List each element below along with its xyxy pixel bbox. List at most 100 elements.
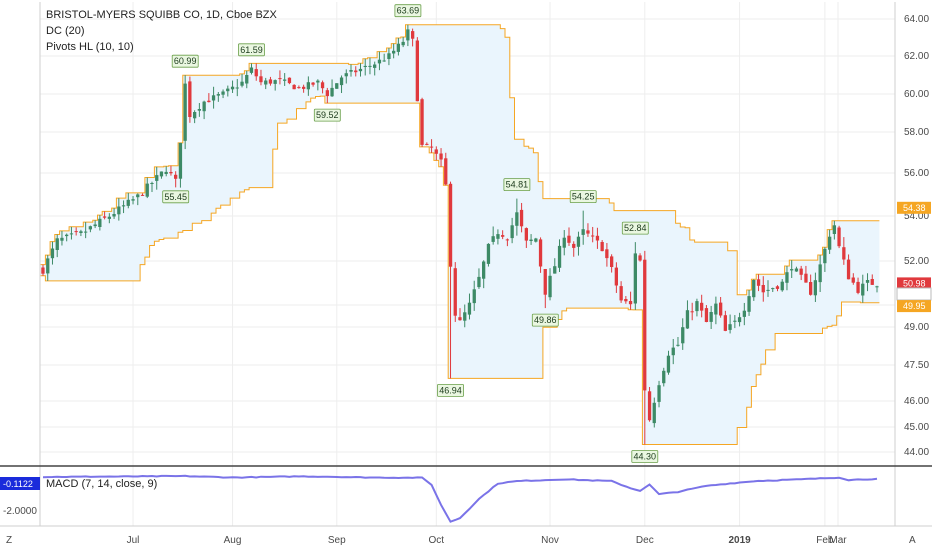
candle-body — [377, 59, 382, 64]
candle-body — [136, 194, 140, 198]
candle-body — [828, 236, 832, 250]
candle-body — [671, 347, 675, 356]
candle-body — [458, 317, 462, 321]
candle-body — [69, 233, 74, 235]
candle-body — [666, 355, 671, 373]
macd-value-badge — [0, 477, 40, 490]
candle-body — [259, 76, 263, 83]
candle-body — [799, 268, 803, 275]
candle-body — [211, 95, 216, 101]
candle-body — [112, 214, 116, 217]
candle-body — [283, 79, 287, 81]
candle-body — [65, 234, 69, 237]
candle-body — [335, 83, 339, 89]
candle-body — [605, 249, 609, 259]
candle-body — [728, 324, 732, 330]
candle-body — [591, 235, 595, 237]
candle-body — [93, 224, 97, 227]
candle-body — [766, 289, 770, 291]
candle-body — [268, 79, 273, 84]
candle-body — [557, 245, 562, 268]
pivot-label: 61.59 — [240, 45, 263, 55]
candle-body — [354, 70, 358, 73]
candle-body — [155, 175, 159, 181]
macd-indicator-label[interactable]: MACD (7, 14, close, 9) — [46, 478, 157, 490]
candle-body — [610, 256, 614, 267]
price-axis[interactable]: 64.0062.0060.0058.0056.0054.0052.0050.00… — [904, 14, 929, 458]
pivot-badge: 61.59 — [238, 43, 265, 57]
price-tick-label: 56.00 — [904, 168, 929, 179]
price-tag-text: 50.98 — [903, 278, 926, 288]
candle-body — [197, 109, 201, 111]
candle-body — [273, 80, 277, 84]
pivot-badge: 49.86 — [531, 313, 559, 327]
candle-body — [742, 310, 746, 317]
candle-body — [41, 267, 45, 274]
candle-body — [624, 299, 628, 302]
candle-body — [429, 146, 434, 148]
candle-body — [415, 40, 419, 102]
pivots-indicator-label[interactable]: Pivots HL (10, 10) — [46, 41, 134, 53]
candle-body — [780, 281, 784, 291]
candle-body — [785, 272, 789, 283]
price-tick-label: 64.00 — [904, 14, 929, 25]
price-tag-text: 49.95 — [903, 301, 926, 311]
candle-body — [50, 248, 55, 259]
candle-body — [126, 199, 130, 206]
candle-body — [396, 43, 400, 52]
pivot-label: 49.86 — [534, 315, 557, 325]
candle-body — [467, 302, 472, 315]
candle-body — [240, 81, 244, 86]
time-tick-label: Jul — [127, 535, 140, 546]
candle-body — [434, 149, 438, 154]
candle-body — [107, 216, 111, 219]
auto-scale-toggle[interactable]: A — [909, 535, 916, 546]
candle-body — [832, 225, 836, 234]
candle-body — [595, 235, 600, 241]
candle-body — [846, 259, 851, 280]
candle-body — [131, 199, 135, 201]
candle-body — [700, 302, 704, 311]
candle-body — [804, 273, 808, 283]
timezone-toggle[interactable]: Z — [6, 535, 12, 546]
candle-body — [102, 216, 107, 218]
candle-body — [306, 82, 310, 90]
candle-body — [505, 239, 509, 241]
candle-body — [553, 266, 557, 274]
price-tick-label: 46.00 — [904, 396, 929, 407]
candle-body — [453, 268, 457, 316]
pivot-badges: 60.99 55.45 61.59 59.52 63.69 46.94 54.81 49.86… — [162, 4, 659, 463]
candle-body — [486, 243, 491, 264]
candle-body — [790, 269, 794, 271]
pivot-label: 60.99 — [174, 56, 197, 66]
candle-body — [709, 312, 713, 322]
candle-body — [510, 225, 514, 239]
candle-body — [704, 308, 709, 322]
candle-body — [363, 65, 367, 67]
candle-body — [524, 228, 528, 241]
dc-indicator-label[interactable]: DC (20) — [46, 25, 85, 37]
price-tag: 54.38 — [897, 201, 931, 214]
price-tick-label: 45.00 — [904, 422, 929, 433]
candle-body — [264, 80, 268, 85]
price-tag-text: 50.50 — [903, 289, 926, 299]
candle-body — [392, 50, 396, 54]
candle-body — [628, 301, 633, 305]
chart-title: BRISTOL-MYERS SQUIBB CO, 1D, Cboe BZX — [46, 9, 278, 21]
price-tick-label: 44.00 — [904, 447, 929, 458]
pivot-label: 52.84 — [624, 223, 647, 233]
candle-body — [448, 183, 453, 267]
donchian-upper-line — [40, 24, 880, 296]
candle-body — [562, 237, 566, 248]
time-tick-label: Nov — [541, 535, 559, 546]
candle-body — [619, 286, 623, 301]
price-tick-label: 47.50 — [904, 360, 929, 371]
candle-body — [581, 229, 585, 235]
candle-body — [685, 310, 690, 329]
candle-body — [207, 100, 211, 103]
candle-body — [292, 84, 296, 90]
candle-body — [875, 286, 879, 288]
candle-body — [870, 279, 874, 285]
